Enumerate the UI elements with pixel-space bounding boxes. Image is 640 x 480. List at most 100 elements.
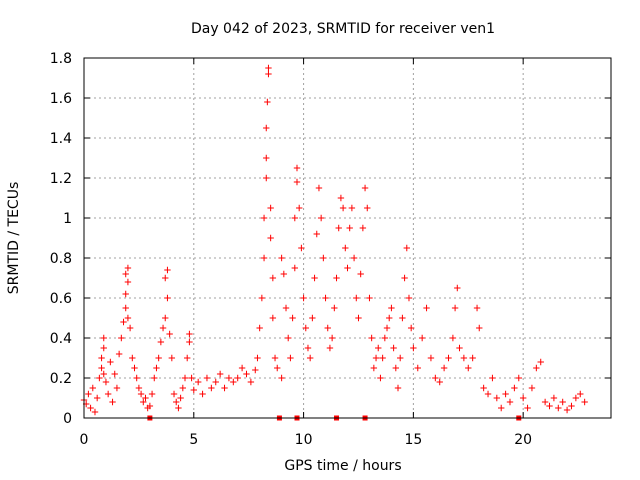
data-point [480, 384, 487, 392]
data-point [498, 404, 505, 412]
data-point [350, 254, 358, 262]
data-point [445, 354, 452, 362]
data-point [524, 404, 531, 412]
data-point [357, 270, 364, 278]
data-point [333, 274, 340, 282]
data-point [173, 398, 180, 406]
data-point [375, 344, 382, 352]
grid-lines [84, 58, 611, 418]
data-point [451, 304, 459, 312]
data-points [80, 64, 588, 421]
data-point [456, 344, 463, 352]
data-point [181, 374, 189, 382]
data-point [366, 294, 373, 302]
y-tick-label: 1 [63, 211, 72, 227]
data-point [493, 394, 501, 402]
data-point [302, 324, 309, 332]
data-point [489, 374, 496, 382]
y-tick-label: 1.6 [50, 91, 72, 107]
data-point [291, 264, 298, 272]
data-point [260, 214, 268, 222]
data-point [386, 314, 393, 322]
data-point [140, 398, 147, 406]
data-point [109, 398, 116, 406]
data-point [118, 334, 125, 342]
data-point [324, 324, 331, 332]
data-point [122, 270, 129, 278]
data-point [263, 124, 270, 132]
data-point [124, 314, 132, 322]
data-point [359, 224, 367, 232]
data-point [511, 384, 518, 392]
data-point [581, 398, 588, 406]
data-point [258, 294, 266, 302]
data-point [515, 374, 522, 382]
data-point [168, 354, 176, 362]
data-point [339, 204, 347, 212]
data-point [162, 274, 169, 282]
data-point [289, 314, 296, 322]
data-point [164, 294, 171, 302]
data-point [243, 370, 250, 378]
y-tick-label: 1.8 [50, 51, 72, 67]
data-point [282, 304, 290, 312]
data-point [269, 274, 277, 282]
data-point [550, 394, 558, 402]
data-point [265, 70, 272, 78]
y-tick-label: 0 [63, 411, 72, 427]
data-point [300, 294, 307, 302]
data-point [331, 304, 338, 312]
data-point [122, 290, 129, 298]
data-point [100, 334, 107, 342]
data-point [465, 364, 472, 372]
data-point [267, 234, 274, 242]
data-point [247, 378, 255, 386]
y-tick-label: 0.2 [50, 371, 72, 387]
data-point [267, 204, 274, 212]
data-point [397, 354, 404, 362]
data-point [278, 374, 285, 382]
data-point [188, 374, 195, 382]
data-point [186, 330, 193, 338]
data-point [528, 384, 536, 392]
data-point [203, 374, 211, 382]
y-tick-label: 1.4 [50, 131, 72, 147]
data-point [476, 324, 483, 332]
data-point [346, 224, 353, 232]
data-point [157, 338, 165, 346]
data-point [221, 384, 228, 392]
data-point [98, 364, 105, 372]
data-point [148, 390, 156, 398]
data-point [280, 270, 288, 278]
data-point [265, 64, 272, 72]
data-point [179, 384, 187, 392]
data-point [230, 378, 237, 386]
data-point [533, 364, 540, 372]
data-point [546, 402, 553, 410]
data-point [166, 330, 173, 338]
data-point [212, 378, 219, 386]
data-point [392, 364, 400, 372]
data-point [473, 304, 481, 312]
data-point [572, 394, 580, 402]
data-point [194, 378, 202, 386]
data-point [293, 178, 301, 186]
data-point [225, 374, 233, 382]
data-point [98, 354, 105, 362]
data-point [355, 314, 362, 322]
data-point [164, 266, 171, 274]
data-point [390, 344, 397, 352]
data-point [328, 334, 336, 342]
data-point [311, 274, 318, 282]
chart-title: Day 042 of 2023, SRMTID for receiver ven… [191, 21, 495, 37]
data-point [100, 370, 107, 378]
data-point [124, 278, 132, 286]
data-point [298, 244, 305, 252]
data-point [87, 404, 94, 412]
data-point [126, 324, 134, 332]
data-point [568, 402, 575, 410]
data-point [175, 404, 182, 412]
x-axis-label: GPS time / hours [284, 458, 401, 474]
data-point [264, 98, 271, 106]
